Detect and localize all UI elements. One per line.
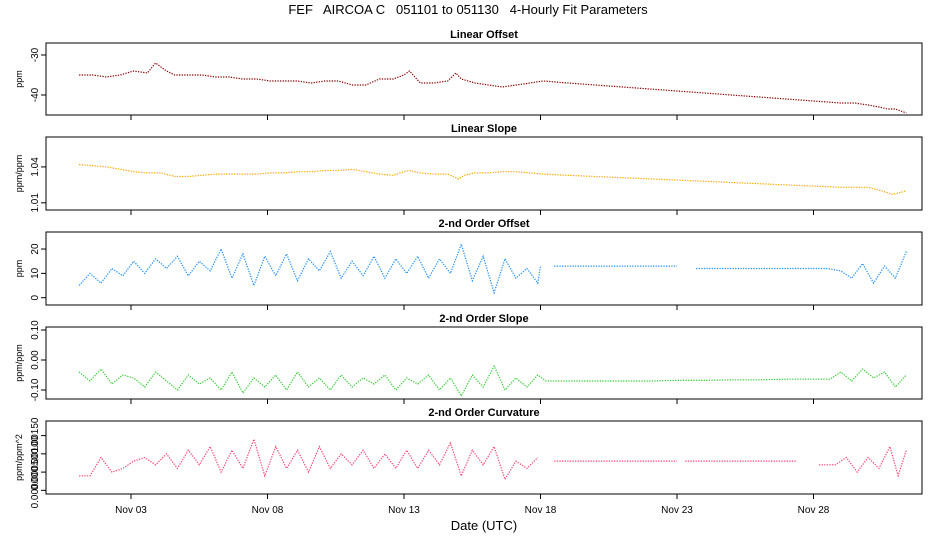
panel-3: 2-nd Order Offset ppm 0 10 20 [14,218,923,310]
y-axis-label: ppm/ppm [14,155,24,193]
y-tick-label: 1.01 [30,193,41,213]
plot-frame [45,231,923,306]
y-tick-label: 0.00000 [30,472,41,509]
panel-5: 2-nd Order Curvatureppm/ppm^20.000000.00… [14,407,923,509]
data-series-line [78,364,907,398]
x-tick-label: Nov 18 [525,505,557,516]
data-series-line [696,251,907,285]
y-tick-label: -40 [30,87,41,102]
x-tick-label: Nov 23 [661,505,693,516]
page-title: FEF AIRCOA C 051101 to 051130 4-Hourly F… [288,2,648,17]
y-axis-label: ppm/ppm^2 [14,434,24,481]
y-tick-label: -30 [30,47,41,62]
plot-frame [45,326,923,400]
y-tick-label: 1.04 [30,157,41,177]
y-tick-label: 0.00150 [30,417,41,454]
x-axis-label: Date (UTC) [450,518,518,533]
panel-4: 2-nd Order Slope ppm/ppm -0.10 0.00 0.10 [14,313,923,404]
data-series-line [78,242,542,295]
data-series-line [79,163,907,196]
y-tick-label: 0.00100 [30,435,41,472]
panel-title: 2-nd Order Slope [439,313,528,325]
panel-title: Linear Slope [451,123,517,135]
y-axis-label: ppm/ppm [14,344,24,382]
x-tick-label: Nov 13 [388,505,420,516]
panel-1: Linear Offset ppm -30 -40 [14,29,923,120]
y-tick-label: 0.00 [30,350,41,370]
x-tick-label: Nov 08 [252,505,284,516]
panel-2: Linear Slope ppm/ppm 1.01 1.04 [14,123,923,215]
data-series-line [79,62,907,114]
panel-title: Linear Offset [450,29,518,41]
y-tick-label: 20 [30,243,41,255]
plot-frame [45,42,923,116]
panel-title: 2-nd Order Curvature [428,407,539,419]
y-tick-label: 10 [30,267,41,279]
panel-title: 2-nd Order Offset [438,218,529,230]
y-tick-label: -0.10 [30,378,41,401]
data-series-line [79,437,539,481]
plot-frame [45,136,923,211]
y-tick-label: 0.00050 [30,454,41,491]
y-tick-label: 0.10 [30,320,41,340]
y-axis-label: ppm [14,260,24,278]
data-series-line [819,444,907,478]
y-tick-label: 0 [30,294,41,300]
x-tick-label: Nov 28 [798,505,830,516]
plot-frame [45,420,923,495]
x-tick-label: Nov 03 [115,505,147,516]
y-axis-label: ppm [14,70,24,88]
